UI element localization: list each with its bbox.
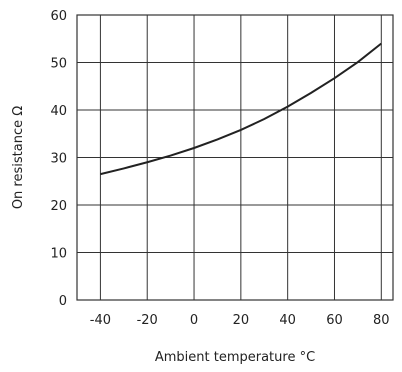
x-tick-label: -20 [137, 313, 158, 328]
y-tick-label: 10 [50, 247, 67, 262]
y-tick-label: 50 [50, 57, 67, 72]
y-tick-label: 40 [50, 104, 67, 119]
x-tick-label: 60 [326, 313, 343, 328]
x-axis-title: Ambient temperature °C [155, 350, 315, 365]
x-tick-label: 40 [279, 313, 296, 328]
y-tick-label: 20 [50, 199, 67, 214]
grid [77, 14, 393, 301]
x-tick-label: 80 [373, 313, 390, 328]
y-tick-label: 60 [50, 9, 67, 24]
x-tick-label: 0 [190, 313, 198, 328]
y-tick-label: 30 [50, 152, 67, 167]
y-axis-title: On resistance Ω [11, 106, 26, 209]
x-tick-label: 20 [233, 313, 250, 328]
x-tick-label: -40 [90, 313, 111, 328]
series-line [100, 42, 382, 176]
series-layer [100, 42, 382, 176]
y-tick-label: 0 [59, 294, 67, 309]
plot-border [76, 14, 394, 301]
tick-labels: 0 10 20 30 40 50 60 -40 -20 0 20 40 60 80 [50, 9, 389, 328]
plot-frame [76, 14, 394, 301]
